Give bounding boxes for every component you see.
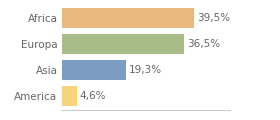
Text: 19,3%: 19,3% <box>129 65 162 75</box>
Text: 36,5%: 36,5% <box>187 39 220 49</box>
Text: 4,6%: 4,6% <box>80 91 106 101</box>
Bar <box>62 60 127 80</box>
Bar <box>62 86 77 106</box>
Bar <box>62 8 194 28</box>
Text: 39,5%: 39,5% <box>197 13 230 23</box>
Bar <box>62 34 184 54</box>
